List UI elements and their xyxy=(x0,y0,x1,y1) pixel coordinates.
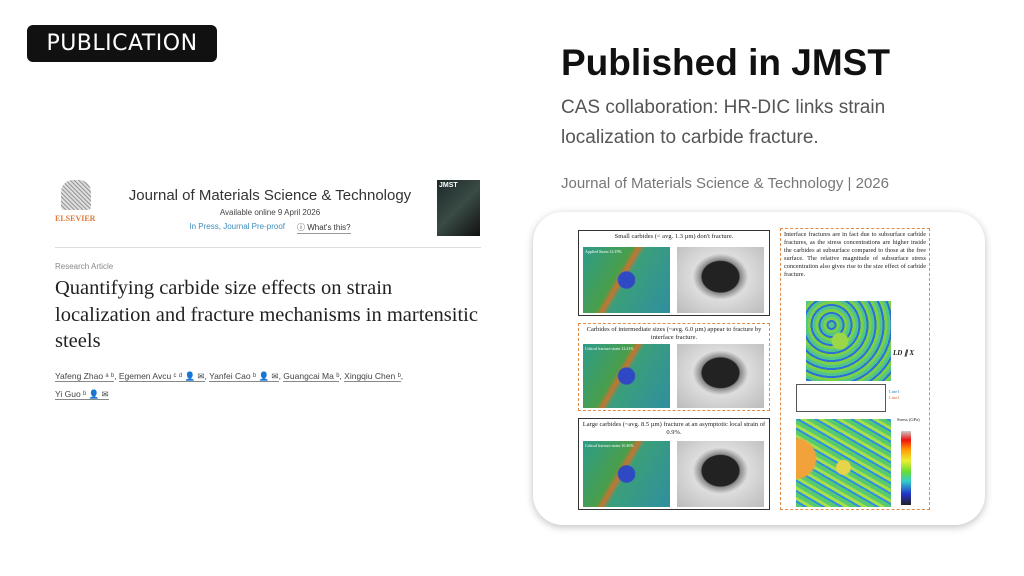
available-date: Available online 9 April 2026 xyxy=(219,208,321,217)
article-title: Quantifying carbide size effects on stra… xyxy=(55,277,478,352)
author[interactable]: Egemen Avcu ᶜ ᵈ 👤 ✉ xyxy=(118,371,205,382)
author[interactable]: Yi Guo ᵇ 👤 ✉ xyxy=(55,389,109,400)
author-list: Yafeng Zhao ᵃ ᵇ, Egemen Avcu ᶜ ᵈ 👤 ✉, Ya… xyxy=(55,371,404,400)
colorbar-title: Stress (GPa) xyxy=(897,417,920,422)
graphical-abstract: Small carbides (< avg. 1.3 µm) don't fra… xyxy=(578,228,930,510)
subtitle: CAS collaboration: HR-DIC links strain l… xyxy=(561,97,886,148)
plot-legend: Line1 Line2 xyxy=(889,389,900,400)
elsevier-logo: ELSEVIER xyxy=(55,180,97,224)
publication-badge: PUBLICATION xyxy=(27,25,217,62)
stress-map xyxy=(796,419,891,507)
author[interactable]: Yafeng Zhao ᵃ ᵇ xyxy=(55,371,115,382)
panel-small: Small carbides (< avg. 1.3 µm) don't fra… xyxy=(578,230,770,316)
status-link[interactable]: In Press, Journal Pre-proof xyxy=(189,222,286,231)
author[interactable]: Yanfei Cao ᵇ 👤 ✉ xyxy=(209,371,279,382)
line-plot xyxy=(796,384,886,412)
source-line: Journal of Materials Science & Technolog… xyxy=(561,175,889,192)
journal-cover: JMST xyxy=(437,180,480,236)
article-type: Research Article xyxy=(55,262,114,271)
axis-label: LD ∥ X xyxy=(893,349,914,357)
status-row: In Press, Journal Pre-proof ⓘ What's thi… xyxy=(115,222,425,234)
simulation-panel: Interface fractures are in fact due to s… xyxy=(780,228,930,510)
panel-large: Large carbides (~avg. 8.5 µm) fracture a… xyxy=(578,418,770,510)
author[interactable]: Guangcai Ma ᵇ xyxy=(283,371,340,382)
whats-this-link[interactable]: ⓘ What's this? xyxy=(297,223,351,234)
panel-intermediate: Carbides of intermediate sizes (~avg. 6.… xyxy=(578,323,770,411)
divider xyxy=(55,247,481,248)
headline: Published in JMST xyxy=(561,42,890,83)
journal-name: Journal of Materials Science & Technolog… xyxy=(128,187,412,204)
author[interactable]: Xingqiu Chen ᵇ xyxy=(344,371,401,382)
stress-cube xyxy=(806,301,891,381)
colorbar xyxy=(901,431,911,505)
article-screenshot: ELSEVIER Journal of Materials Science & … xyxy=(55,178,481,403)
